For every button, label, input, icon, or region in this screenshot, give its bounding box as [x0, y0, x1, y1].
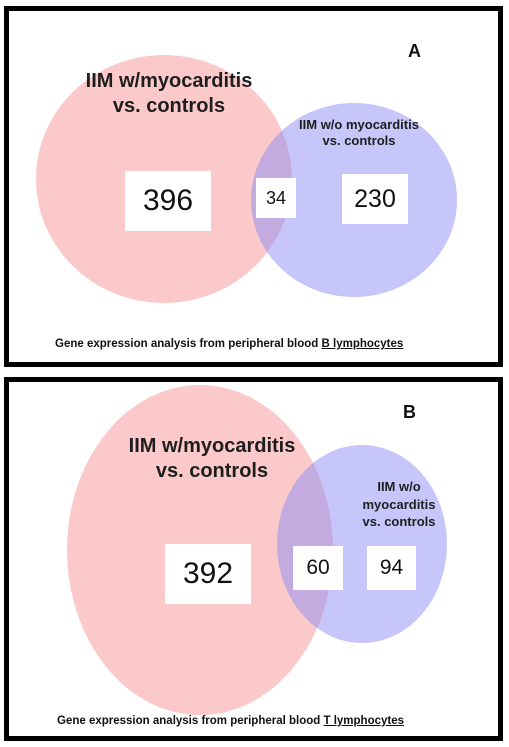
left-set-label-line: vs. controls [155, 460, 269, 482]
right-set-label-line: myocarditis [362, 496, 436, 512]
caption-cell-type: T lymphocytes [323, 715, 405, 727]
overlap-count-a: 34 [256, 178, 296, 218]
venn-circles-a [36, 55, 457, 303]
left-set-label-line: IIM w/myocarditis [128, 435, 296, 457]
right-only-count-a: 230 [342, 174, 408, 224]
right-set-label-line: IIM w/o myocarditis [299, 117, 419, 132]
venn-panel-b: B IIM w/myocarditis vs. controls IIM w/o… [4, 377, 503, 741]
left-set-label-a: IIM w/myocarditis vs. controls [59, 69, 279, 119]
right-circle-b [277, 445, 447, 643]
left-set-label-line: IIM w/myocarditis [85, 70, 253, 92]
panel-letter-a: A [408, 41, 421, 61]
right-set-label-a: IIM w/o myocarditis vs. controls [284, 117, 434, 150]
caption-prefix: Gene expression analysis from peripheral… [57, 715, 324, 727]
caption-cell-type: B lymphocytes [321, 338, 404, 350]
left-set-label-line: vs. controls [112, 95, 226, 117]
right-set-label-line: IIM w/o [377, 479, 421, 494]
right-set-label-b: IIM w/o myocarditis vs. controls [344, 478, 454, 531]
right-set-label-line: vs. controls [322, 133, 396, 149]
overlap-count-b: 60 [293, 546, 343, 590]
right-only-count-b: 94 [367, 546, 416, 590]
left-only-count-b: 392 [165, 544, 251, 604]
left-set-label-b: IIM w/myocarditis vs. controls [102, 434, 322, 484]
panel-letter-b: B [403, 402, 416, 422]
caption-a: Gene expression analysis from peripheral… [55, 338, 403, 350]
right-set-label-line: vs. controls [362, 514, 436, 530]
left-only-count-a: 396 [125, 171, 211, 231]
caption-prefix: Gene expression analysis from peripheral… [55, 338, 322, 350]
caption-b: Gene expression analysis from peripheral… [57, 715, 404, 727]
venn-panel-a: A IIM w/myocarditis vs. controls IIM w/o… [4, 6, 503, 367]
